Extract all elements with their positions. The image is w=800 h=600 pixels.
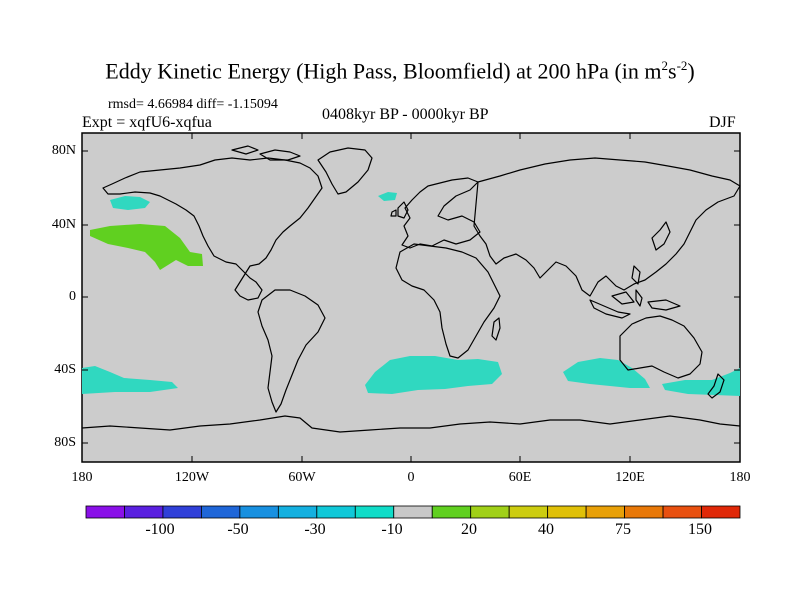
north-america-coast (102, 157, 323, 301)
north-pacific-positive-region (90, 224, 203, 270)
europe-coast (401, 177, 481, 249)
colorbar-swatch (701, 505, 741, 519)
colorbar-swatch (508, 505, 549, 519)
colorbar (85, 505, 741, 519)
period-label: 0408kyr BP - 0000kyr BP (322, 106, 489, 123)
colorbar-swatch (201, 505, 241, 519)
anomaly-regions (82, 192, 740, 396)
colorbar-swatch (431, 505, 472, 519)
lon-label-0: 0 (407, 470, 415, 485)
colorbar-swatch (470, 505, 510, 519)
lon-label-60w: 60W (288, 470, 316, 485)
british-isles-coast (390, 201, 409, 219)
colorbar-swatch (393, 505, 433, 519)
colorbar-swatch (277, 505, 318, 519)
lon-label-180w: 180 (71, 470, 93, 485)
greenland-coast (317, 147, 373, 195)
season-label: DJF (709, 114, 736, 131)
colorbar-swatch (547, 505, 587, 519)
colorbar-swatch (85, 505, 125, 519)
africa-coast (395, 243, 501, 359)
philippines-coast (631, 265, 641, 285)
lat-label-80n: 80N (51, 143, 76, 158)
colorbar-label: -50 (227, 521, 249, 538)
south-pacific-west-negative-region (82, 366, 178, 394)
lat-label-40s: 40S (54, 362, 76, 377)
colorbar-label: -100 (145, 521, 175, 538)
figure-title: Eddy Kinetic Energy (High Pass, Bloomfie… (105, 58, 695, 84)
lon-label-180e: 180 (729, 470, 751, 485)
asia-coast (473, 157, 741, 297)
colorbar-swatch (162, 505, 202, 519)
lat-label-80s: 80S (54, 435, 76, 450)
madagascar-coast (491, 317, 501, 341)
colorbar-swatch (316, 505, 356, 519)
north-pacific-negative-region (110, 196, 150, 210)
iceland-negative-region (378, 192, 397, 201)
lat-label-0: 0 (69, 289, 76, 304)
colorbar-swatch (624, 505, 664, 519)
south-atlantic-negative-region (365, 356, 502, 394)
indonesia-coast (589, 289, 681, 319)
lat-label-40n: 40N (51, 217, 76, 232)
arctic-islands-coast (231, 145, 301, 161)
antarctica-coast (81, 415, 741, 433)
colorbar-label: -10 (381, 521, 403, 538)
colorbar-swatch (354, 505, 395, 519)
axis-ticks (82, 133, 740, 462)
colorbar-swatch (662, 505, 702, 519)
colorbar-label: 75 (615, 521, 631, 538)
japan-coast (651, 221, 671, 251)
south-indian-negative-region (563, 358, 650, 388)
colorbar-label: 20 (461, 521, 477, 538)
lon-label-120w: 120W (174, 470, 210, 485)
coastlines (81, 145, 741, 433)
lon-label-60e: 60E (508, 470, 532, 485)
colorbar-label: 150 (688, 521, 712, 538)
new-zealand-coast (707, 373, 725, 399)
rmsd-diff-stats: rmsd= 4.66984 diff= -1.15094 (108, 97, 278, 112)
colorbar-swatch (124, 505, 164, 519)
lon-label-120e: 120E (615, 470, 645, 485)
south-america-coast (257, 289, 326, 413)
experiment-label: Expt = xqfU6-xqfua (82, 114, 212, 131)
colorbar-label: -30 (304, 521, 326, 538)
colorbar-swatch (239, 505, 279, 519)
australia-coast (619, 315, 703, 379)
colorbar-swatch (585, 505, 625, 519)
colorbar-label: 40 (538, 521, 554, 538)
